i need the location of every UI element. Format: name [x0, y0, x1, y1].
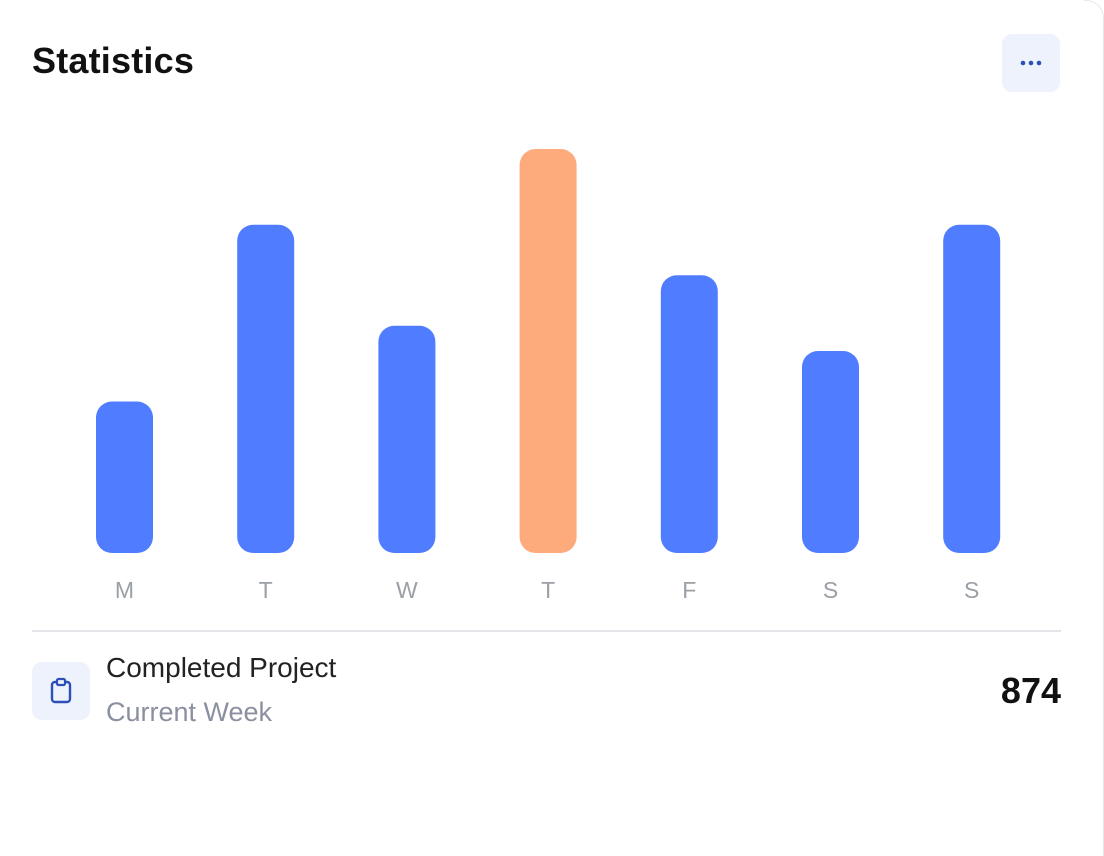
divider: [32, 630, 1061, 632]
footer-icon-tile: [32, 662, 90, 720]
bar-6: [943, 224, 1001, 553]
x-tick-label-3: T: [541, 577, 555, 603]
x-tick-label-5: S: [823, 577, 838, 603]
x-tick-label-1: T: [259, 577, 273, 603]
bar-0: [96, 401, 153, 553]
clipboard-icon: [50, 677, 72, 704]
x-tick-label-0: M: [115, 577, 134, 603]
bar-3: [519, 149, 577, 553]
x-tick-label-4: F: [682, 577, 696, 603]
bar-4: [660, 275, 718, 553]
x-tick-label-6: S: [964, 577, 979, 603]
bar-5: [802, 351, 859, 553]
footer-value: 874: [1000, 670, 1061, 711]
card-title: Statistics: [32, 40, 195, 81]
bar-1: [237, 224, 295, 553]
more-options-button[interactable]: [1002, 34, 1060, 92]
footer-title: Completed Project: [106, 652, 337, 683]
x-tick-label-2: W: [396, 577, 418, 603]
bar-2: [378, 325, 436, 553]
more-horizontal-icon: [1020, 60, 1042, 66]
footer-subtitle: Current Week: [106, 697, 273, 727]
